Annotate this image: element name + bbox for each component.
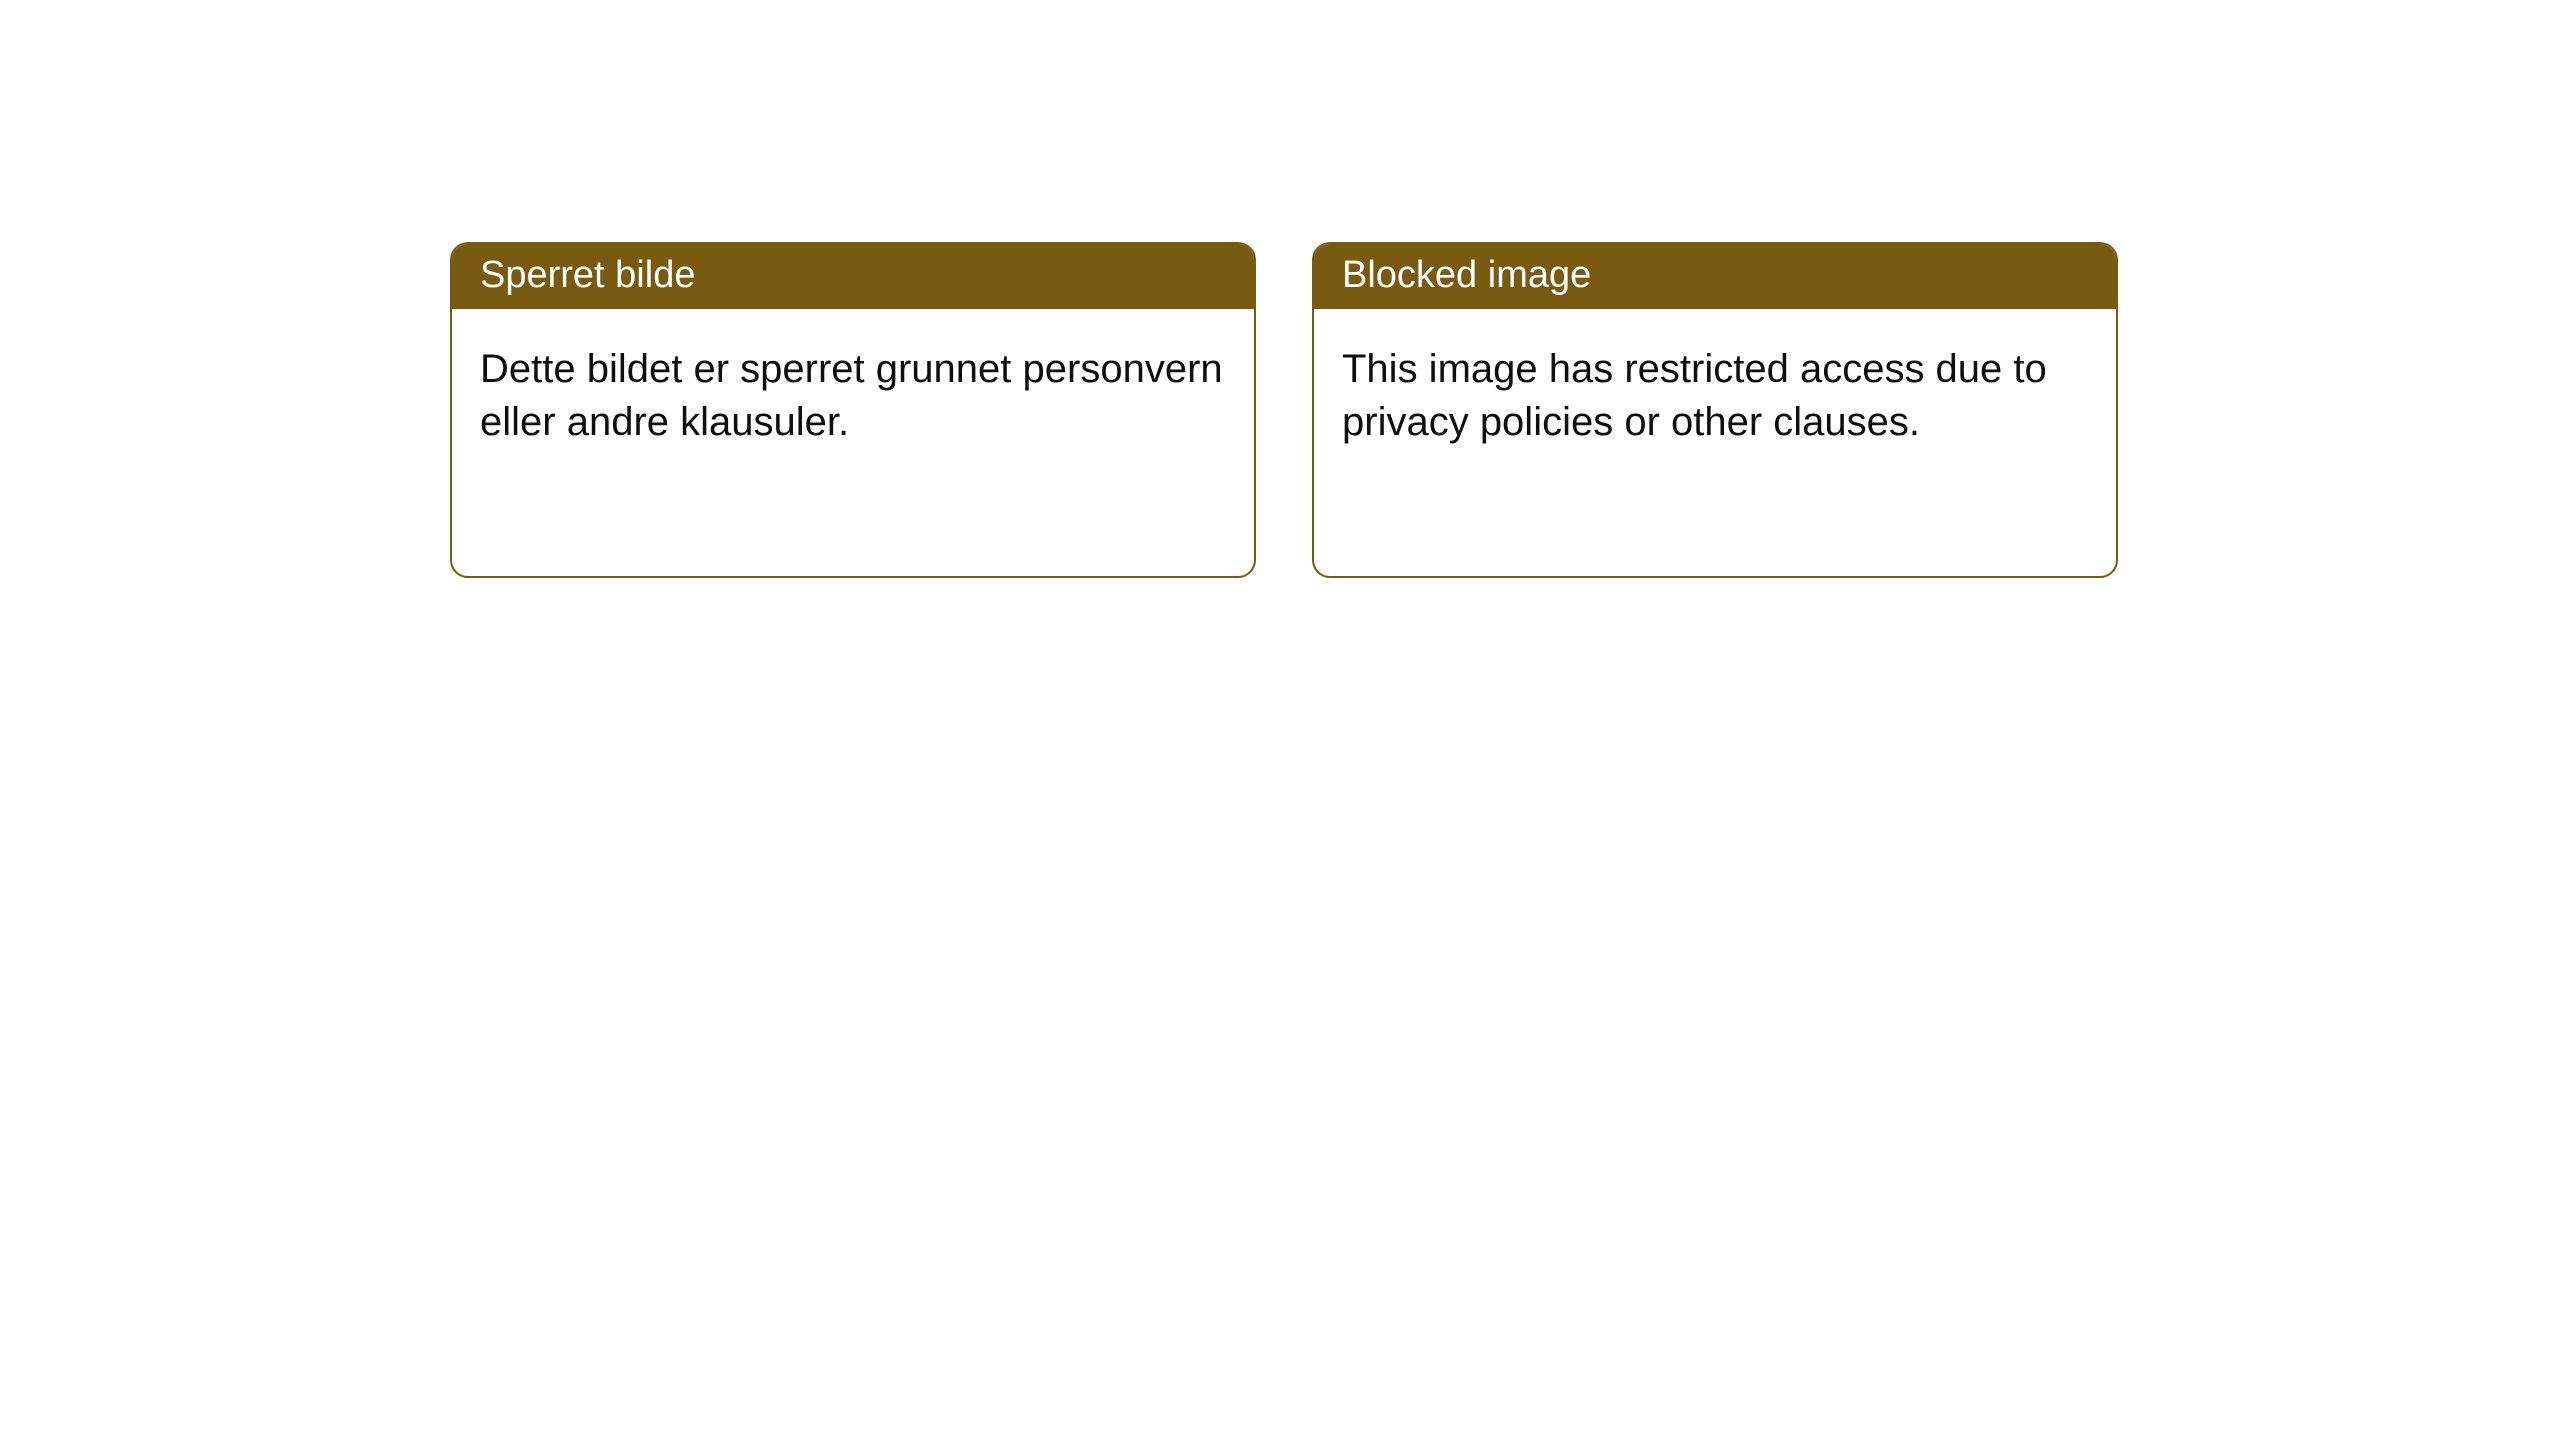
card-header-text: Blocked image: [1342, 254, 1591, 296]
card-header: Sperret bilde: [452, 244, 1254, 309]
blocked-image-card-no: Sperret bilde Dette bildet er sperret gr…: [450, 242, 1256, 578]
card-container: Sperret bilde Dette bildet er sperret gr…: [450, 242, 2118, 578]
card-header-text: Sperret bilde: [480, 254, 695, 296]
card-body-text: Dette bildet er sperret grunnet personve…: [480, 347, 1223, 444]
card-header: Blocked image: [1314, 244, 2116, 309]
card-body-text: This image has restricted access due to …: [1342, 347, 2047, 444]
blocked-image-card-en: Blocked image This image has restricted …: [1312, 242, 2118, 578]
card-body: Dette bildet er sperret grunnet personve…: [452, 309, 1254, 483]
card-body: This image has restricted access due to …: [1314, 309, 2116, 483]
